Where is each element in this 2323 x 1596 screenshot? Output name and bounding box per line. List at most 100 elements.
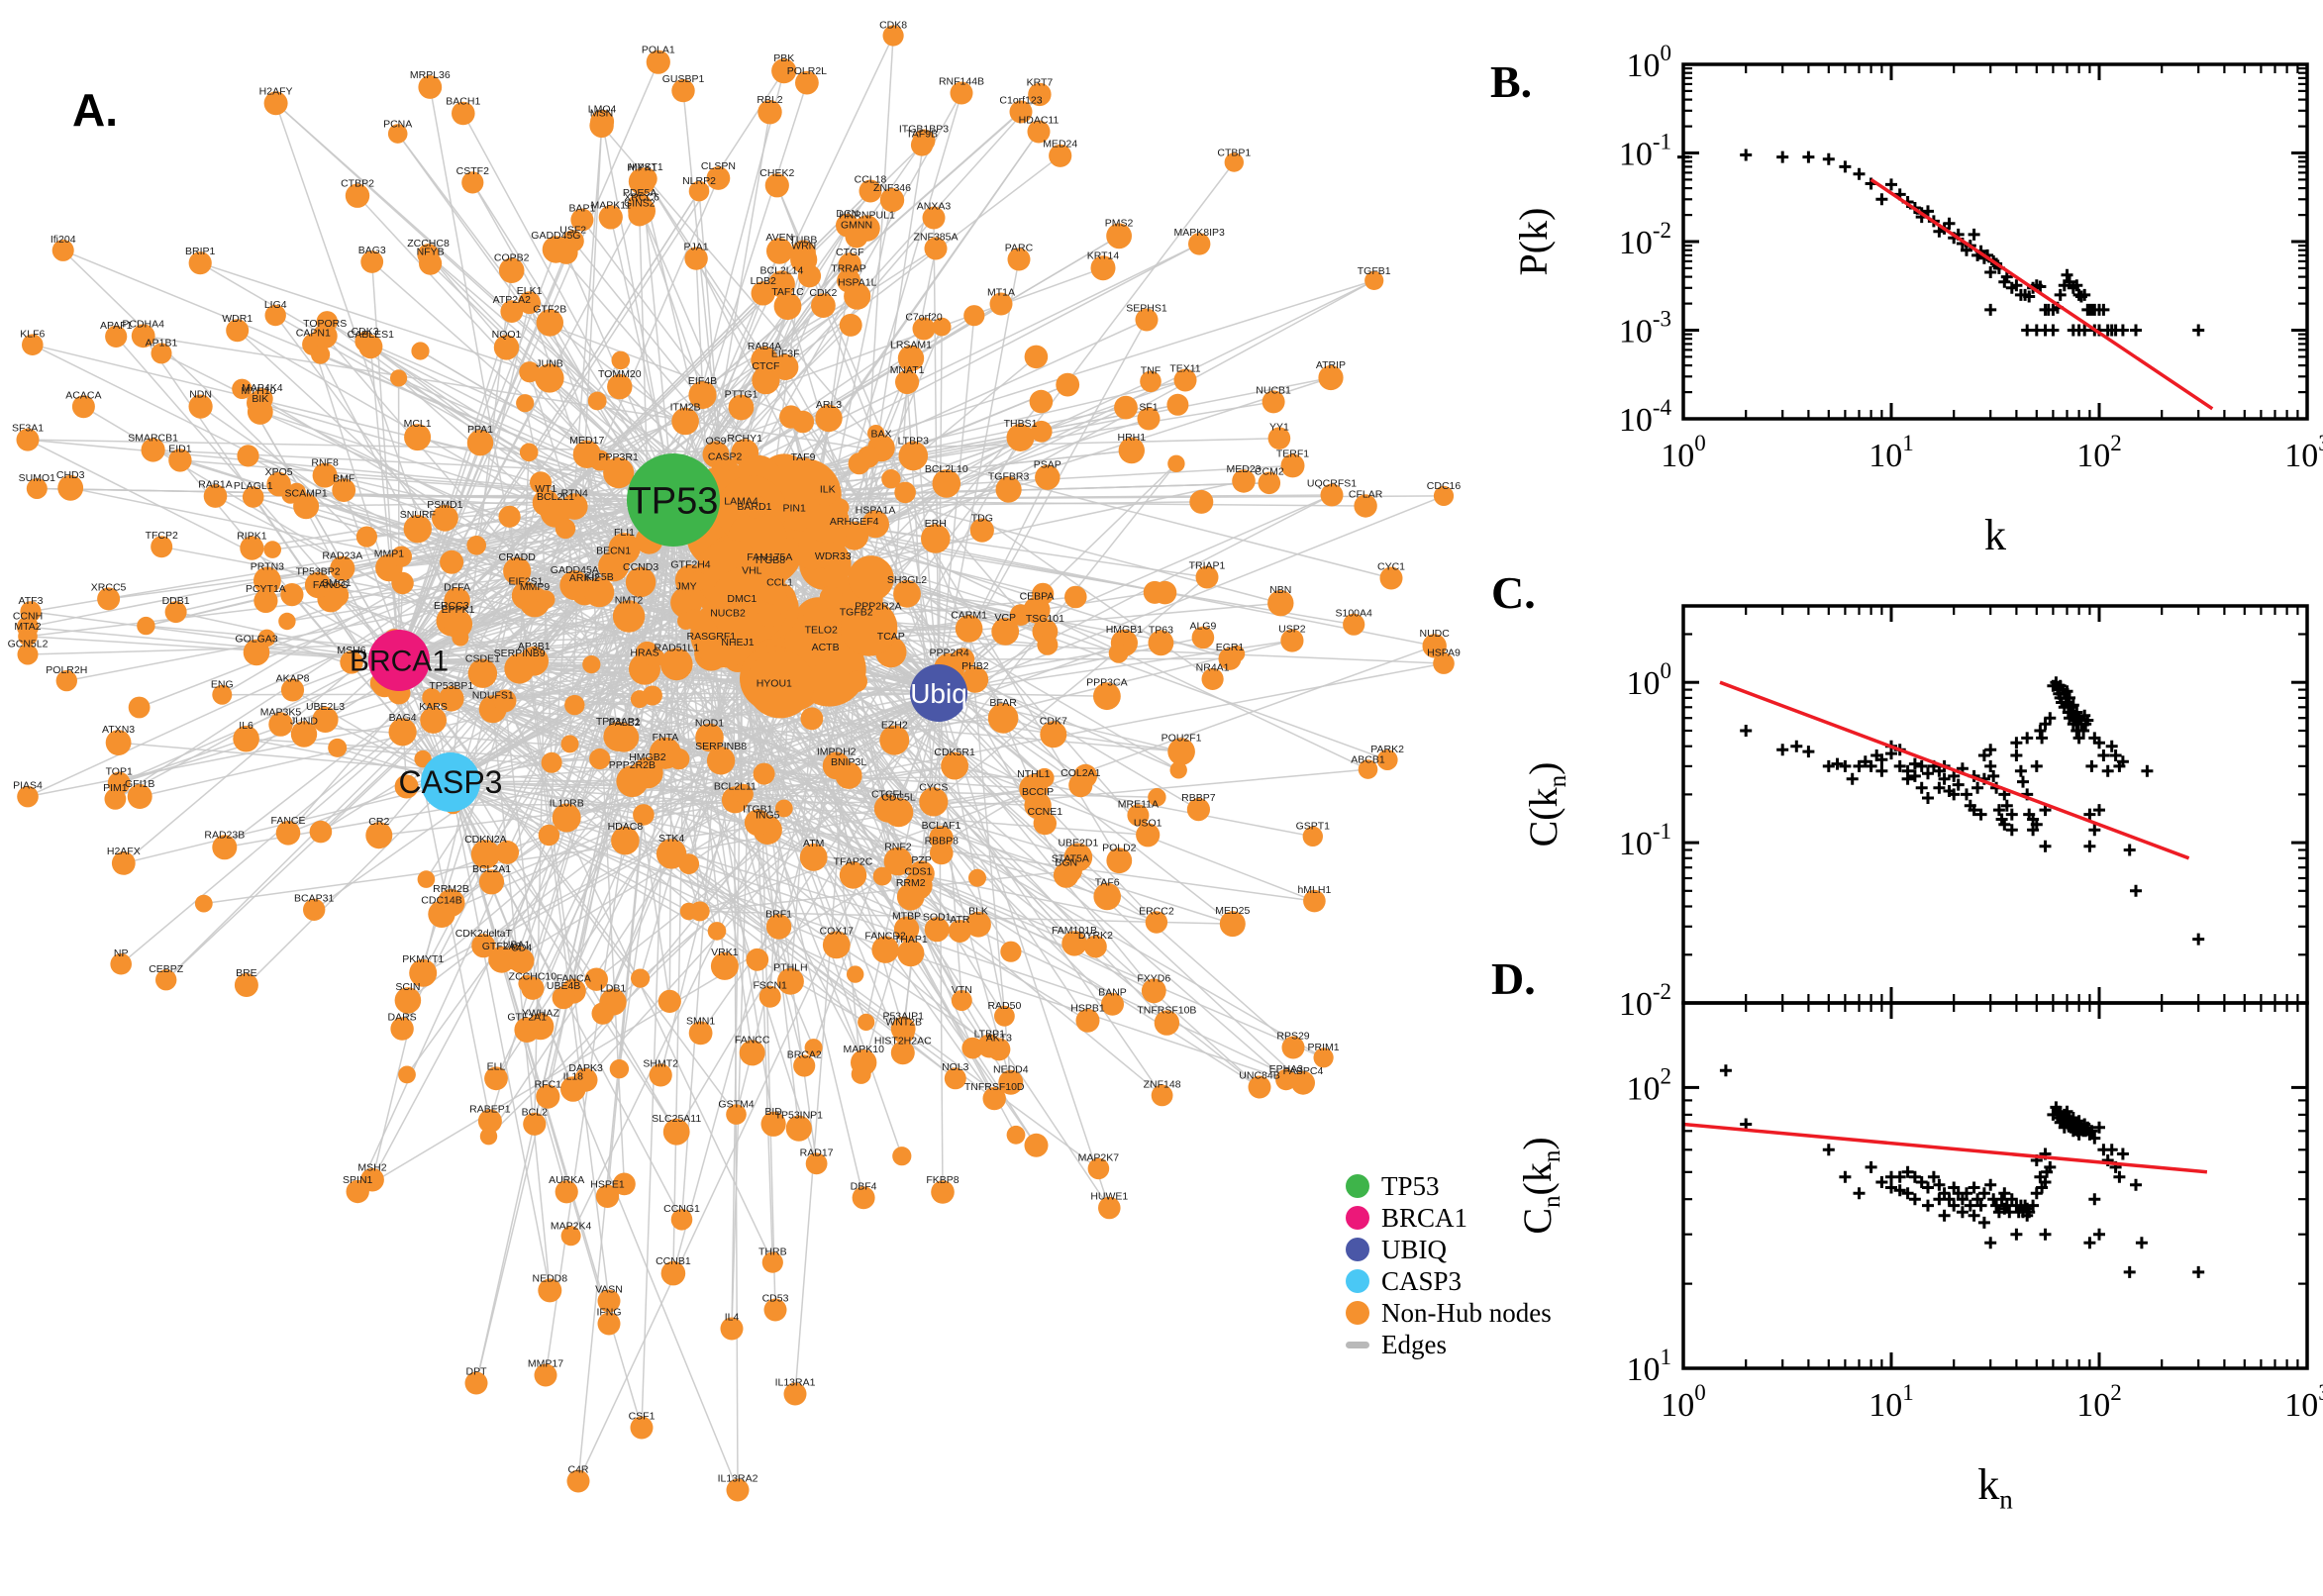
non-hub-node[interactable] (998, 1069, 1024, 1095)
non-hub-node[interactable] (418, 75, 443, 99)
non-hub-node[interactable] (932, 317, 952, 337)
non-hub-node[interactable] (924, 917, 950, 943)
non-hub-node[interactable] (194, 894, 213, 913)
non-hub-node[interactable] (234, 973, 258, 997)
non-hub-node[interactable] (1275, 1068, 1297, 1091)
non-hub-node[interactable] (1262, 390, 1285, 414)
non-hub-node[interactable] (1006, 424, 1035, 451)
non-hub-node[interactable] (910, 134, 934, 156)
non-hub-node[interactable] (411, 342, 430, 360)
non-hub-node[interactable] (22, 334, 44, 356)
non-hub-node[interactable] (633, 804, 655, 826)
non-hub-node[interactable] (1219, 911, 1246, 938)
non-hub-node[interactable] (758, 581, 779, 603)
non-hub-node[interactable] (1313, 1047, 1334, 1068)
non-hub-node[interactable] (892, 1147, 912, 1166)
non-hub-node[interactable] (595, 1184, 620, 1209)
non-hub-node[interactable] (733, 785, 751, 803)
non-hub-node[interactable] (240, 536, 264, 560)
non-hub-node[interactable] (773, 292, 802, 321)
non-hub-node[interactable] (671, 78, 695, 103)
non-hub-node[interactable] (589, 748, 611, 770)
non-hub-node[interactable] (1006, 1125, 1026, 1145)
non-hub-node[interactable] (846, 670, 867, 693)
non-hub-node[interactable] (432, 504, 458, 532)
non-hub-node[interactable] (164, 601, 187, 624)
non-hub-node[interactable] (552, 803, 581, 833)
non-hub-node[interactable] (1248, 1075, 1271, 1099)
non-hub-node[interactable] (1061, 931, 1087, 956)
non-hub-node[interactable] (797, 264, 822, 288)
non-hub-node[interactable] (188, 394, 213, 419)
non-hub-node[interactable] (631, 968, 651, 988)
non-hub-node[interactable] (898, 441, 929, 471)
non-hub-node[interactable] (766, 238, 793, 264)
non-hub-node[interactable] (897, 940, 925, 967)
non-hub-node[interactable] (409, 958, 438, 987)
non-hub-node[interactable] (688, 180, 710, 202)
non-hub-node[interactable] (1137, 407, 1161, 431)
non-hub-node[interactable] (461, 171, 484, 194)
non-hub-node[interactable] (536, 590, 556, 609)
non-hub-node[interactable] (955, 615, 983, 643)
non-hub-node[interactable] (989, 292, 1013, 316)
non-hub-node[interactable] (428, 900, 455, 928)
non-hub-node[interactable] (1007, 248, 1031, 271)
non-hub-node[interactable] (417, 870, 436, 888)
non-hub-node[interactable] (991, 618, 1020, 646)
non-hub-node[interactable] (848, 452, 870, 475)
non-hub-node[interactable] (1087, 1157, 1110, 1180)
non-hub-node[interactable] (1032, 582, 1055, 605)
non-hub-node[interactable] (17, 785, 39, 808)
non-hub-node[interactable] (1106, 223, 1132, 249)
non-hub-node[interactable] (312, 706, 339, 734)
non-hub-node[interactable] (793, 1054, 816, 1077)
non-hub-node[interactable] (420, 707, 447, 734)
non-hub-node[interactable] (688, 380, 717, 410)
non-hub-node[interactable] (921, 524, 951, 553)
non-hub-node[interactable] (1433, 485, 1455, 506)
non-hub-node[interactable] (466, 430, 494, 456)
non-hub-node[interactable] (309, 820, 333, 844)
non-hub-node[interactable] (994, 1005, 1015, 1027)
non-hub-node[interactable] (739, 1040, 765, 1066)
non-hub-node[interactable] (110, 952, 132, 975)
non-hub-node[interactable] (678, 853, 700, 874)
non-hub-node[interactable] (758, 603, 781, 628)
non-hub-node[interactable] (560, 735, 579, 753)
non-hub-node[interactable] (1030, 420, 1053, 443)
non-hub-node[interactable] (835, 761, 862, 789)
non-hub-node[interactable] (530, 471, 553, 494)
non-hub-node[interactable] (879, 725, 910, 755)
hub-node-ubiq[interactable] (910, 664, 967, 722)
non-hub-node[interactable] (257, 629, 276, 648)
non-hub-node[interactable] (761, 1251, 783, 1273)
non-hub-node[interactable] (1228, 645, 1246, 662)
non-hub-node[interactable] (498, 505, 521, 528)
non-hub-node[interactable] (1033, 811, 1058, 836)
non-hub-node[interactable] (1037, 634, 1059, 655)
non-hub-node[interactable] (597, 1289, 621, 1313)
non-hub-node[interactable] (584, 967, 608, 991)
non-hub-node[interactable] (422, 688, 442, 708)
non-hub-node[interactable] (831, 498, 850, 517)
non-hub-node[interactable] (1379, 566, 1403, 590)
non-hub-node[interactable] (952, 648, 975, 671)
non-hub-node[interactable] (398, 1065, 416, 1084)
non-hub-node[interactable] (854, 215, 880, 242)
non-hub-node[interactable] (151, 343, 172, 364)
non-hub-node[interactable] (1040, 721, 1067, 748)
non-hub-node[interactable] (253, 566, 281, 595)
non-hub-node[interactable] (1049, 144, 1072, 167)
non-hub-node[interactable] (646, 50, 670, 74)
non-hub-node[interactable] (795, 70, 819, 95)
non-hub-node[interactable] (479, 1128, 498, 1146)
non-hub-node[interactable] (763, 1298, 787, 1322)
non-hub-node[interactable] (660, 1260, 686, 1286)
non-hub-node[interactable] (527, 1013, 555, 1041)
non-hub-node[interactable] (346, 1179, 369, 1204)
non-hub-node[interactable] (872, 866, 892, 886)
non-hub-node[interactable] (771, 58, 797, 84)
non-hub-node[interactable] (706, 747, 736, 775)
non-hub-node[interactable] (390, 369, 408, 387)
